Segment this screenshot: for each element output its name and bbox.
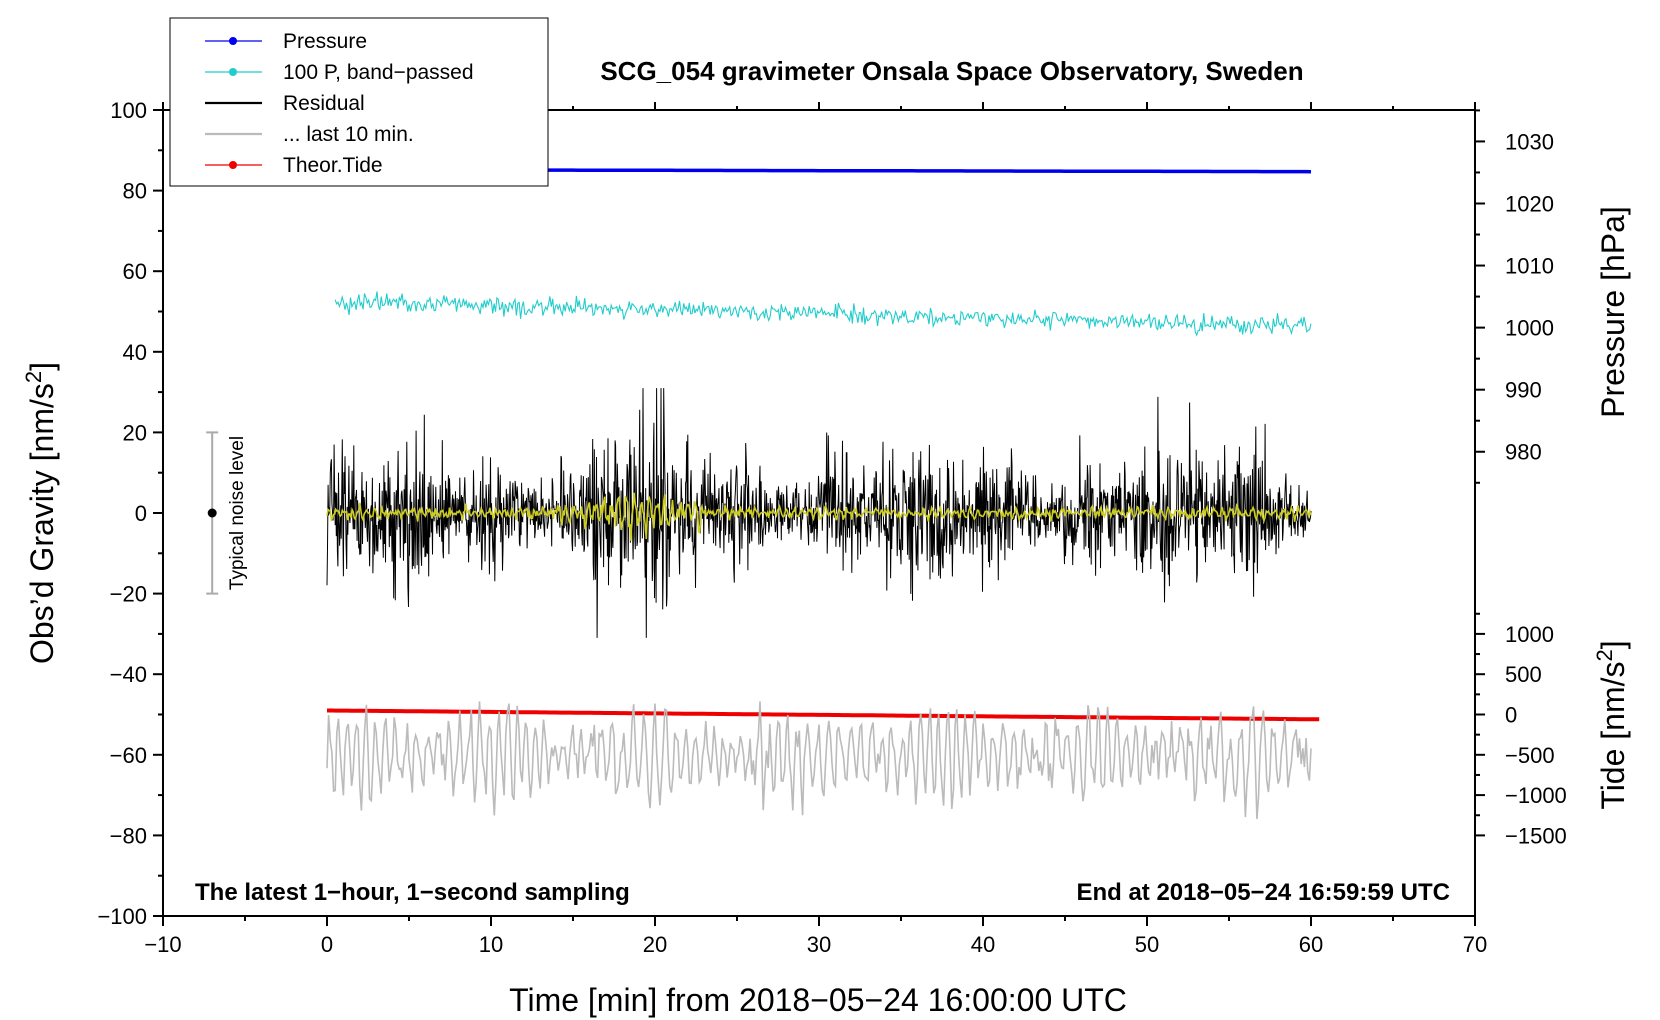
pressure-tick-label: 1010 [1505, 254, 1554, 279]
x-tick-label: 60 [1299, 932, 1323, 957]
series-residual [326, 388, 1312, 638]
pressure-tick-label: 990 [1505, 378, 1542, 403]
noise-bar-center-dot [207, 508, 217, 518]
y-axis-title-tide-close: ] [1595, 640, 1631, 649]
y-axis-title-gravity: Obs’d Gravity [nm/s2] [21, 362, 60, 664]
y-tick-label: −80 [110, 823, 147, 848]
y-tick-label: 100 [110, 98, 147, 123]
chart-title: SCG_054 gravimeter Onsala Space Observat… [600, 56, 1303, 86]
x-tick-label: 40 [971, 932, 995, 957]
x-tick-label: 70 [1463, 932, 1487, 957]
y-tick-label: −40 [110, 662, 147, 687]
tide-tick-label: −500 [1505, 743, 1555, 768]
series-band-passed-pressure [334, 291, 1312, 337]
y-tick-label: 40 [123, 340, 147, 365]
tide-tick-label: −1000 [1505, 783, 1567, 808]
x-tick-label: −10 [144, 932, 181, 957]
x-tick-label: 50 [1135, 932, 1159, 957]
y-tick-label: −100 [97, 904, 147, 929]
noise-bar-label: Typical noise level [227, 436, 248, 590]
axes-layer: −10 0 10 20 30 40 50 60 70−100−80−60−40−20020406… [97, 98, 1566, 957]
tide-tick-label: −1500 [1505, 823, 1567, 848]
y-tick-label: 80 [123, 179, 147, 204]
annotation-end-time: End at 2018−05−24 16:59:59 UTC [1076, 879, 1450, 906]
y-axis-title-tide-text: Tide [nm/s [1595, 661, 1631, 809]
noise-level-indicator: Typical noise level [206, 431, 248, 595]
tide-tick-label: 0 [1505, 703, 1517, 728]
legend: Pressure 100 P, band−passed Residual ... la… [169, 17, 549, 187]
pressure-tick-label: 1030 [1505, 129, 1554, 154]
y-axis-title-tide: Tide [nm/s2] [1592, 640, 1631, 809]
legend-label: Pressure [283, 30, 367, 53]
y-axis-title-tide-sup: 2 [1592, 649, 1617, 661]
pressure-tick-label: 1020 [1505, 191, 1554, 216]
y-tick-label: −20 [110, 582, 147, 607]
y-tick-label: −60 [110, 743, 147, 768]
y-axis-title-gravity-close: ] [24, 362, 60, 371]
tide-tick-label: 1000 [1505, 622, 1554, 647]
y-axis-title-pressure: Pressure [hPa] [1595, 206, 1631, 418]
legend-label: Residual [283, 92, 365, 115]
x-tick-label: 20 [643, 932, 667, 957]
x-tick-label: 0 [321, 932, 333, 957]
x-tick-label: 10 [479, 932, 503, 957]
series-last-10-min [326, 701, 1312, 820]
legend-label: 100 P, band−passed [283, 61, 474, 84]
legend-marker [229, 68, 237, 76]
annotation-latest-hour: The latest 1−hour, 1−second sampling [195, 879, 630, 906]
legend-marker [229, 161, 237, 169]
y-axis-title-gravity-sup: 2 [21, 371, 46, 383]
series-theoretical-tide [327, 708, 1320, 722]
pressure-tick-label: 1000 [1505, 316, 1554, 341]
series-filtered-residual [326, 492, 1312, 541]
legend-label: Theor.Tide [283, 154, 383, 177]
y-tick-label: 60 [123, 259, 147, 284]
legend-marker [229, 37, 237, 45]
y-tick-label: 20 [123, 420, 147, 445]
tide-tick-label: 500 [1505, 662, 1542, 687]
x-tick-label: 30 [807, 932, 831, 957]
legend-label: ... last 10 min. [283, 123, 414, 146]
y-tick-label: 0 [135, 501, 147, 526]
pressure-tick-label: 980 [1505, 440, 1542, 465]
x-axis-title: Time [min] from 2018−05−24 16:00:00 UTC [509, 982, 1127, 1018]
y-axis-title-gravity-text: Obs’d Gravity [nm/s [24, 383, 60, 664]
